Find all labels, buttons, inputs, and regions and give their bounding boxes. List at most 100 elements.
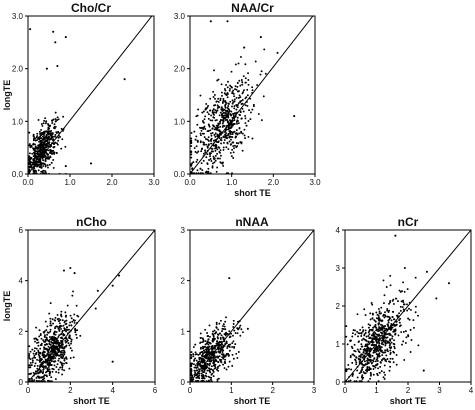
data-point (383, 294, 386, 297)
data-point (361, 356, 364, 359)
data-point (224, 334, 227, 337)
data-point (75, 336, 78, 339)
data-point (364, 363, 367, 366)
data-point (361, 330, 364, 333)
data-point (50, 129, 53, 132)
data-point (204, 149, 207, 152)
data-point (44, 154, 47, 157)
data-point (211, 166, 214, 169)
data-point (61, 349, 63, 352)
data-point (224, 89, 227, 92)
data-point (377, 380, 380, 382)
data-point (358, 358, 361, 361)
data-point (71, 294, 74, 297)
data-point (353, 343, 356, 346)
data-point (378, 310, 381, 313)
data-point (244, 137, 247, 140)
data-point (54, 41, 57, 44)
data-point (39, 364, 42, 367)
data-point (69, 314, 72, 317)
data-point (52, 344, 55, 347)
data-point (356, 369, 359, 372)
data-point (45, 120, 48, 123)
x-tick-label: 0 (343, 386, 348, 395)
data-point (193, 130, 196, 133)
data-point (232, 89, 235, 92)
panel-naa-cr: NAA/Cr 0.0 1.0 2.0 3.0 0.0 1.0 2.0 3.0 short TE (174, 1, 321, 198)
data-point (244, 117, 247, 120)
data-point (67, 342, 70, 345)
data-point (47, 123, 49, 125)
data-point (42, 375, 45, 378)
data-point (380, 370, 383, 373)
data-point (190, 354, 193, 356)
data-point (211, 165, 214, 168)
data-point (414, 276, 417, 279)
data-point (233, 95, 236, 98)
data-point (368, 368, 371, 371)
data-point (395, 297, 398, 300)
data-point (212, 144, 215, 147)
data-point (42, 156, 45, 159)
data-point (358, 372, 361, 375)
data-point (33, 365, 36, 367)
data-point (59, 318, 62, 321)
data-point (28, 143, 31, 146)
data-point (380, 346, 383, 349)
data-point (218, 122, 221, 125)
data-point (209, 357, 212, 360)
data-point (383, 336, 386, 339)
data-point (371, 341, 374, 344)
data-point (190, 351, 193, 354)
data-point (219, 157, 221, 160)
data-point (54, 111, 57, 114)
data-point (53, 125, 56, 128)
data-point (57, 371, 60, 374)
data-point (222, 363, 225, 366)
data-point (50, 360, 53, 363)
data-point (355, 380, 358, 382)
data-point (210, 380, 213, 382)
data-point (351, 361, 354, 364)
data-point (226, 80, 229, 83)
data-point (45, 374, 48, 377)
data-point (47, 142, 50, 145)
data-point (190, 131, 193, 134)
data-point (238, 126, 241, 129)
data-point (388, 302, 390, 305)
data-point (38, 371, 41, 374)
data-point (243, 89, 245, 92)
data-point (213, 128, 216, 131)
data-point (377, 338, 380, 341)
data-point (359, 380, 362, 382)
data-point (220, 334, 223, 337)
data-point (400, 331, 403, 333)
data-point (219, 151, 221, 154)
data-point (232, 357, 235, 360)
data-point (212, 330, 214, 333)
data-point (193, 359, 196, 361)
data-point (233, 144, 236, 147)
data-point (220, 83, 223, 86)
data-point (32, 139, 35, 142)
data-point (380, 320, 383, 323)
data-point (378, 355, 381, 358)
data-point (371, 354, 374, 357)
data-point (364, 344, 367, 347)
data-point (204, 127, 207, 130)
data-point (31, 379, 34, 382)
y-tick-label: 1 (336, 340, 341, 349)
data-point (36, 152, 39, 155)
data-point (389, 361, 392, 364)
data-point (398, 319, 401, 322)
data-point (360, 335, 363, 337)
data-point (222, 325, 224, 327)
data-point (372, 373, 375, 376)
data-point (57, 342, 60, 345)
data-point (210, 347, 213, 350)
data-point (54, 118, 57, 121)
data-point (62, 269, 66, 272)
data-point (42, 172, 45, 174)
data-point (32, 352, 35, 355)
data-point (395, 314, 398, 317)
